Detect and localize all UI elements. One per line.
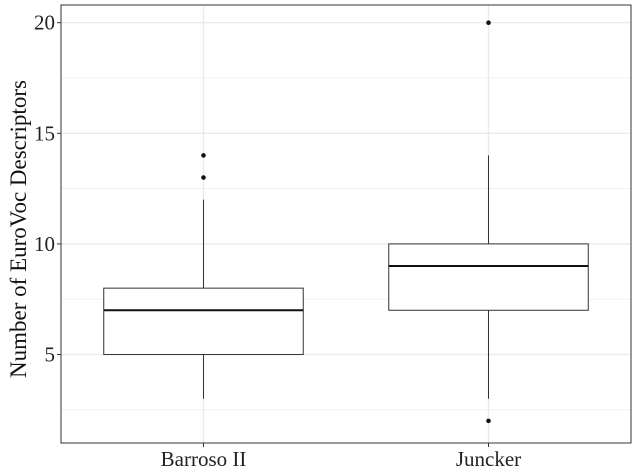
x-tick-label: Juncker <box>456 447 521 471</box>
outlier-point <box>486 20 491 25</box>
outlier-point <box>201 175 206 180</box>
y-tick-label: 5 <box>45 343 56 367</box>
x-axis-ticks: Barroso II Juncker <box>161 443 521 471</box>
box-juncker <box>388 20 589 424</box>
y-tick-label: 10 <box>34 232 55 256</box>
iqr-box <box>388 243 589 311</box>
y-tick-label: 20 <box>34 11 55 35</box>
x-tick-label: Barroso II <box>161 447 247 471</box>
y-axis-ticks: 5 10 15 20 <box>34 11 61 367</box>
panel-border <box>60 4 632 444</box>
y-axis-title: Number of EuroVoc Descriptors <box>6 80 31 378</box>
outlier-point <box>201 153 206 158</box>
iqr-box <box>103 287 304 356</box>
box-barroso-ii <box>103 153 304 399</box>
box-layer <box>103 20 589 424</box>
grid-layer <box>61 5 631 443</box>
y-tick-label: 15 <box>34 121 55 145</box>
outlier-point <box>486 418 491 424</box>
